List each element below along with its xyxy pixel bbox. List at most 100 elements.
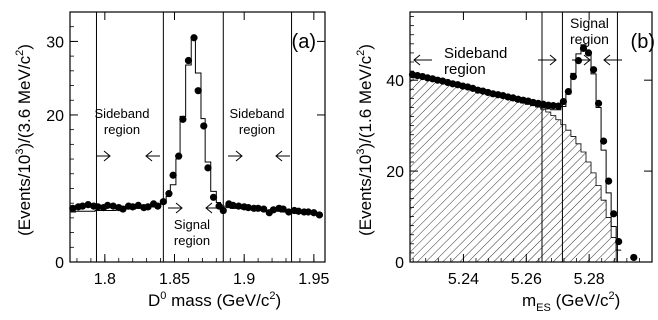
panel-a-sideband-right-label: Sideband [230,106,285,121]
panel-a-data-point [315,211,324,219]
panel-a-data-point [235,202,243,210]
panel-b-data-point [600,137,608,145]
panel-a-data-point [109,202,117,210]
panel-a-data-point [279,205,287,213]
panel-a-data-point [78,202,87,210]
panel-a-data-point [179,115,187,123]
panel-b-arrow-signal-right-head [583,54,591,66]
panel-a-data-point [254,204,262,212]
panel-a-data-point [285,208,293,216]
panel-b-data-point [584,49,593,57]
panel-b-sideband-label: Sideband [444,45,507,62]
panel-b-data-point [579,44,588,52]
panel-b-data-point [630,253,638,262]
panel-a-data-point [260,205,268,213]
panel-a-arrow-right-1-head [103,150,111,162]
panel-b-region-arrows [413,54,622,66]
panel-b-y-tick-label: 0 [395,255,404,272]
panel-a-arrow-signal-left-head [205,202,213,214]
panel-a-data-point [209,193,218,201]
panel-a-data-point [310,209,318,217]
panel-b-data-point [574,57,583,65]
panel-a-data-point [84,201,92,209]
panel-a-x-tick-label: 1.9 [233,271,255,288]
panel-a-y-axis-label: (Events/103)/(3.6 MeV/c2) [14,44,34,236]
panel-b-data-point [605,177,613,185]
panel-a-data-point [165,190,173,198]
panel-a-x-axis-label: D0 mass (GeV/c2) [148,290,281,310]
panel-a-x-tick-label: 1.95 [298,271,329,288]
panel-a-data-point [269,206,278,214]
panel-b-data-point [594,99,603,107]
panel-b-x-tick-label: 5.28 [574,271,605,288]
panel-a-x-tick-label: 1.85 [159,271,190,288]
panel-b-background-fill [409,75,622,263]
panel-a-data-point [200,122,208,130]
panel-a-data-point [119,205,127,213]
panel-a-sideband-right-label-2: region [239,122,275,137]
panel-a-data-point [154,202,162,210]
panel-a-signal-label: Signal [174,217,210,232]
panel-a-arrow-right-2-head [235,150,243,162]
panel-a-arrow-left-1-head [145,150,153,162]
panel-b-signal-label-2: region [570,31,609,47]
panel-b-chart: 5.24 5.26 5.28 0 20 40 (b) Sideband region Si… [355,11,655,314]
panel-b-arrow-signal-left-head [603,54,611,66]
panel-a-y-tick-label: 0 [55,255,64,272]
panel-b-background-hatch [409,75,622,263]
panel-b-sideband-label-2: region [444,61,486,78]
panel-a-y-tick-label: 20 [46,108,64,125]
panel-a-data-point [194,87,202,95]
panel-a-data-point [94,203,102,211]
panel-a-data-point [294,207,303,215]
panel-a-data-point [219,206,227,215]
panel-b-x-tick-label: 5.24 [448,271,479,288]
panel-a-ticks: 1.8 1.85 1.9 1.95 0 20 30 [46,11,330,288]
panel-b-arrow-sideband-left-head [413,54,421,66]
panel-a-signal-label-2: region [174,233,210,248]
panel-b-frame [409,11,653,263]
panel-a-data-point [134,201,142,209]
panel-a-data-point [304,208,312,216]
panel-a-arrow-signal-right-head [175,202,183,214]
panel-a-data-point [144,203,152,211]
panel-b-data-point [554,102,562,110]
panel-b-data-point [615,237,623,246]
panel-b-region-lines [541,12,618,262]
panel-a-region-lines [95,12,293,262]
panel-a-data-point [184,56,193,65]
panel-a-sideband-left-label-2: region [104,122,140,137]
panel-b-y-tick-label: 40 [386,73,404,90]
panel-b-y-axis-label: (Events/103)/(1.6 MeV/c2) [355,44,375,236]
panel-a-data-point [129,203,137,211]
panel-a-x-tick-label: 1.8 [94,271,116,288]
panel-a-data-point [244,203,252,212]
panel-b-data-point [564,87,573,96]
panel-a-sideband-left-label: Sideband [95,106,150,121]
panel-b-data-point [559,97,567,106]
panel-a-data-point [229,201,237,209]
panel-b-x-tick-label: 5.26 [511,271,542,288]
panel-a-y-tick-label: 30 [46,34,64,51]
panel-a-data-point [204,164,212,172]
panel-a-label: (a) [292,31,316,53]
panel-a-frame [69,11,326,263]
panel-b-data-point [610,210,618,218]
panel-a-data-point [175,152,183,160]
panel-b-data-points [408,44,638,262]
panel-b-x-axis-label: mES (GeV/c2) [522,290,620,314]
panel-b-arrow-sideband-right-head [549,54,557,66]
panel-a-data-point [169,171,177,179]
panel-b-label: (b) [631,31,655,53]
panel-a-data-point [190,34,198,42]
panel-a-data-point [159,198,167,206]
panel-a-data-points [69,34,324,219]
panel-b-data-point [589,66,598,74]
panel-b-y-tick-label: 20 [386,164,404,181]
panel-b-signal-label: Signal [570,15,609,31]
panel-a-region-arrows [96,150,290,214]
panel-a-data-point [104,201,112,209]
panel-b-data-point [569,72,578,81]
